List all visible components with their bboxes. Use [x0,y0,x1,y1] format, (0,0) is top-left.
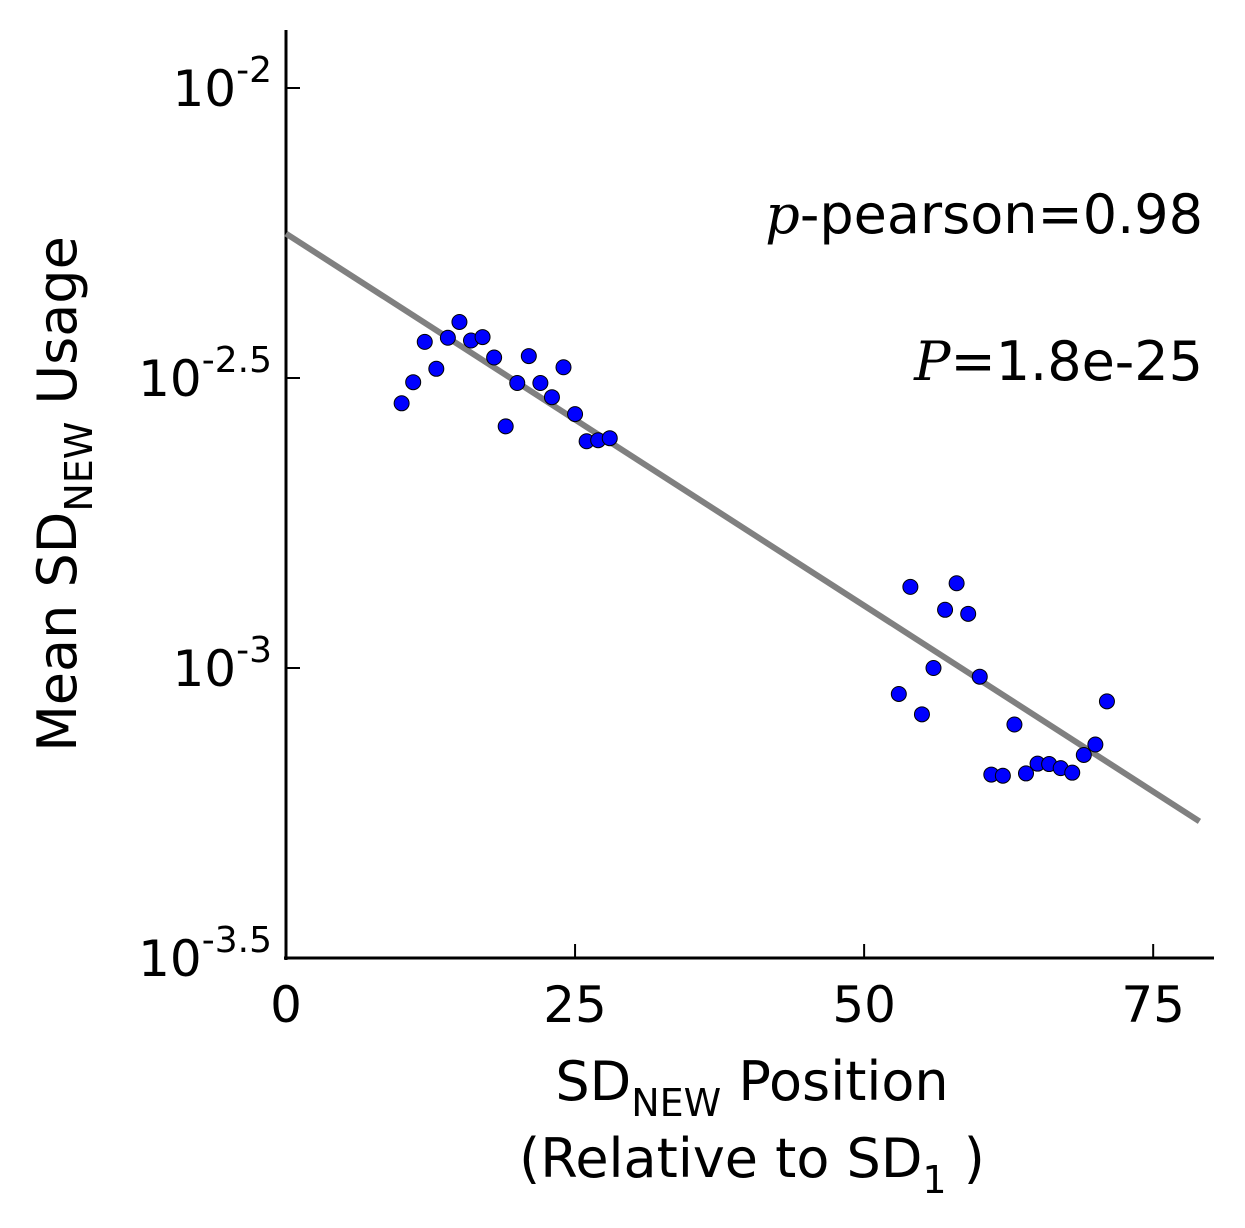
p-symbol: P [913,330,952,393]
scatter-point [555,359,572,376]
scatter-point [393,395,410,412]
y-label-sub: NEW [57,422,101,512]
y-tick-exponent: -2.5 [202,340,272,381]
x-axis-label: SDNEW Position [555,1050,948,1125]
x-label-sub: NEW [631,1081,721,1125]
scatter-point [520,348,537,365]
scatter-point [971,668,988,685]
scatter-points [393,313,1115,784]
y-tick-exponent: -3 [236,630,272,671]
scatter-point [1064,764,1081,781]
scatter-point [1087,736,1104,753]
scatter-point [1075,746,1092,763]
scatter-point [948,575,965,592]
y-tick-label: 10-3.5 [138,920,272,988]
y-tick-base: 10 [172,60,236,118]
x-label-suffix: Position [721,1050,948,1113]
y-tick-base: 10 [138,350,202,408]
x-tick-label: 0 [270,976,302,1034]
scatter-point [1098,693,1115,710]
scatter-point [439,329,456,346]
scatter-point [497,418,514,435]
x-label2-sub: 1 [922,1158,946,1202]
fit-line [284,231,1202,824]
scatter-point [925,660,942,676]
scatter-point [543,389,560,406]
y-tick-label: 10-3 [172,630,272,698]
scatter-point [416,333,433,350]
y-axis-label: Mean SDNEW Usage [26,236,101,752]
scatter-point [601,430,618,447]
scatter-point [451,313,468,330]
p-text: =1.8e-25 [950,330,1203,393]
y-tick-exponent: -3.5 [202,920,272,961]
y-tick-label: 10-2.5 [138,340,272,408]
x-label2-prefix: (Relative to SD [519,1127,922,1190]
y-label-prefix: Mean SD [26,512,89,752]
x-label-main: SD [555,1050,631,1113]
pearson-annotation: p-pearson=0.98 [765,183,1203,246]
y-tick-base: 10 [138,930,202,988]
x-axis-label-line2: (Relative to SD1 ) [519,1127,985,1202]
scatter-point [890,685,907,702]
y-label-suffix: Usage [26,236,89,421]
scatter-point [405,374,422,391]
scatter-point [960,605,977,622]
y-ticks: 10-210-2.510-310-3.5 [138,50,300,988]
scatter-point [902,578,919,595]
rho-text: -pearson=0.98 [800,183,1203,246]
scatter-point [1006,716,1023,733]
scatter-point [994,767,1011,784]
y-tick-base: 10 [172,640,236,698]
scatter-point [428,360,445,377]
scatter-point [474,329,491,346]
y-tick-exponent: -2 [236,50,272,91]
scatter-point [532,375,549,392]
scatter-point [1018,765,1034,782]
x-tick-label: 50 [832,976,896,1034]
scatter-point [509,375,526,392]
scatter-point [567,406,584,423]
rho-symbol: p [765,183,800,246]
p-value-annotation: P=1.8e-25 [913,330,1203,393]
scatter-point [486,349,503,366]
scatter-point [913,706,930,723]
scatter-point [937,601,954,618]
x-label2-suffix: ) [947,1127,985,1190]
x-tick-label: 25 [543,976,607,1034]
x-ticks: 0 25 50 75 [270,944,1185,1034]
y-tick-label: 10-2 [172,50,272,118]
x-tick-label: 75 [1121,976,1185,1034]
